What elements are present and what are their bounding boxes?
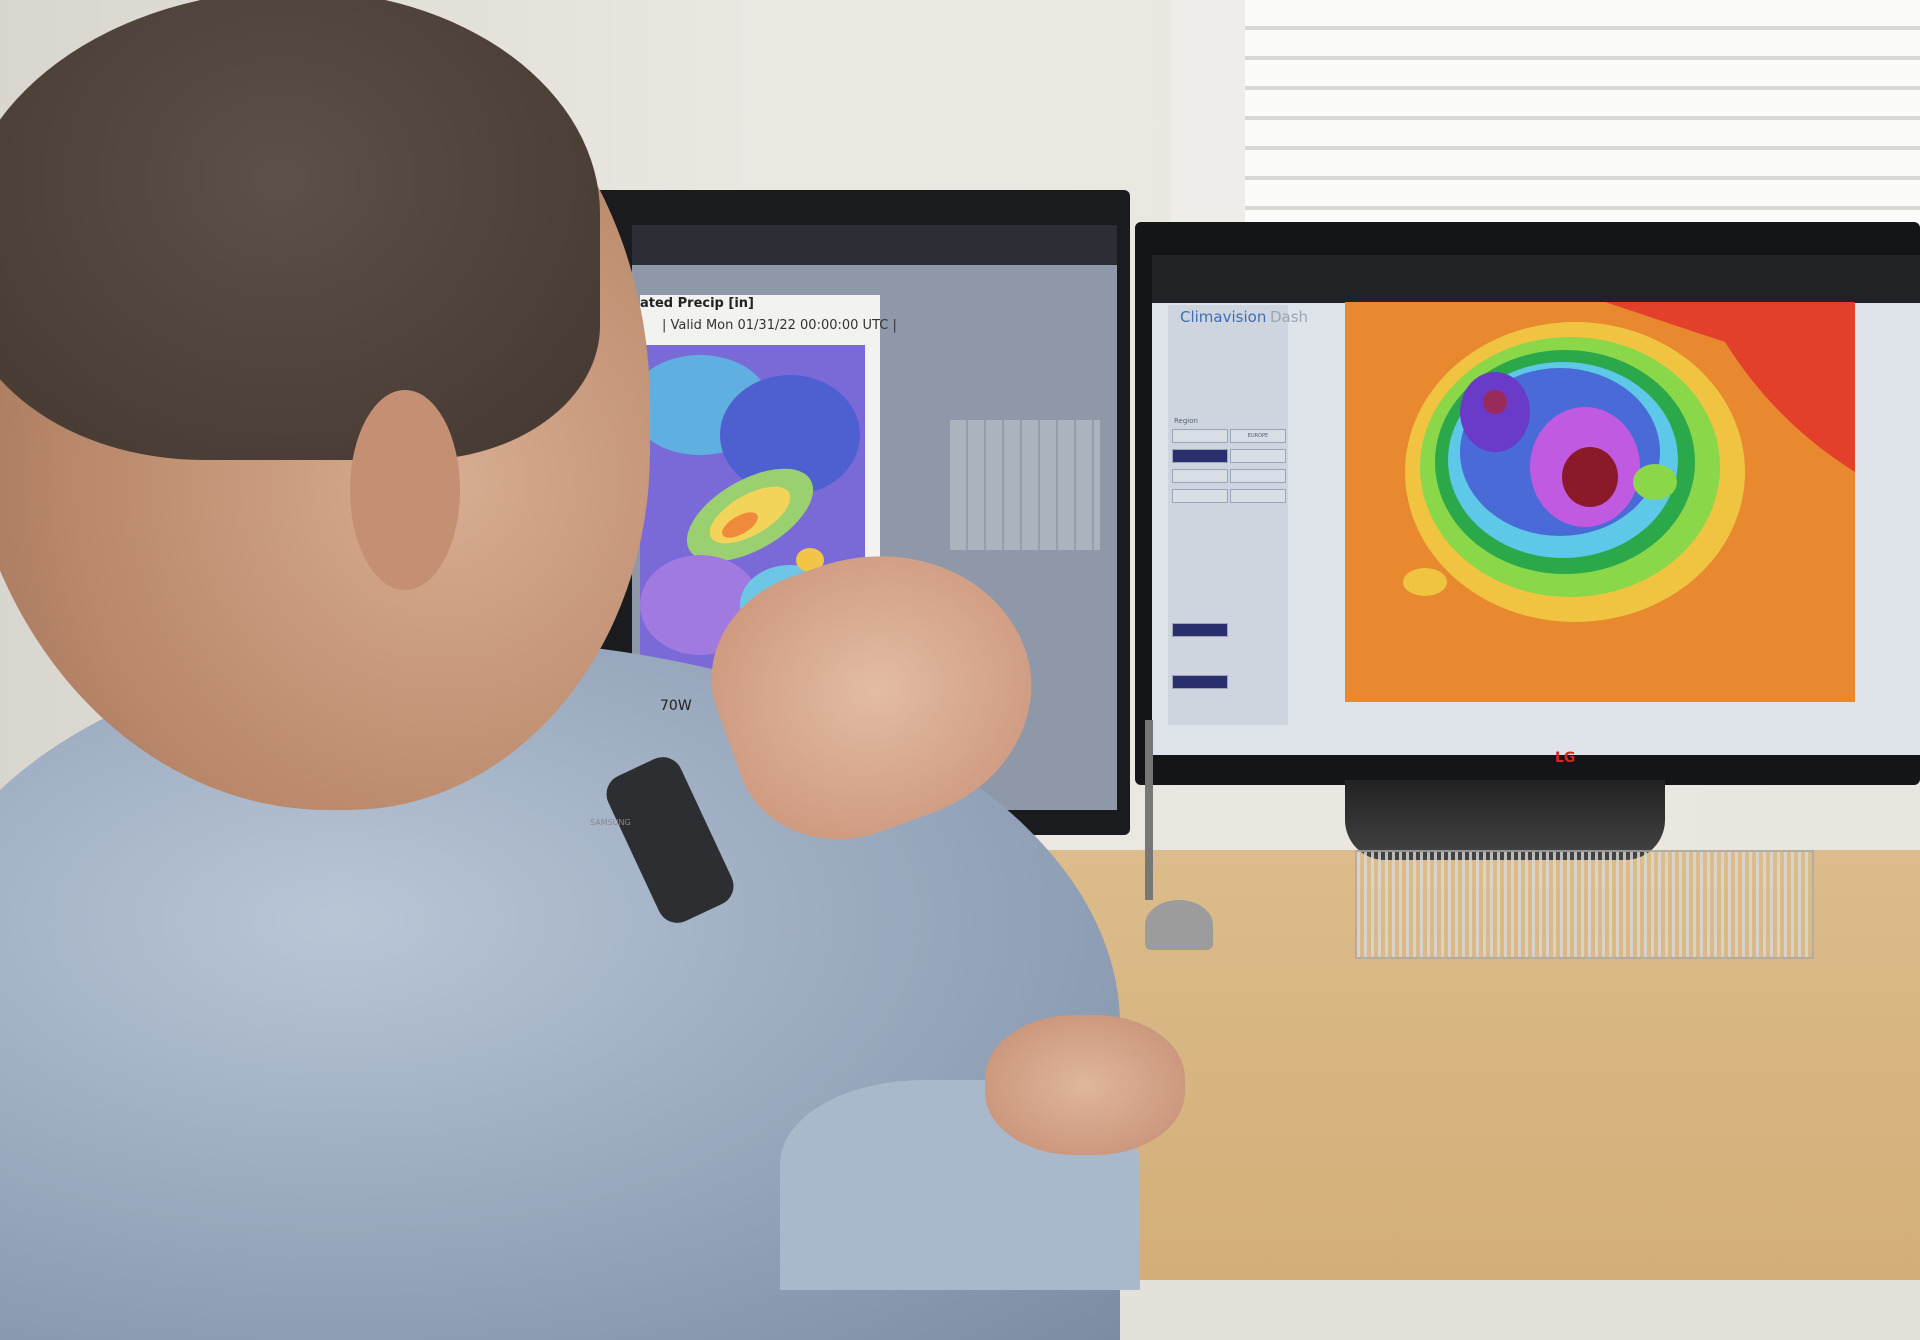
pen-holder: [1145, 900, 1213, 950]
browser-tab-bar: [632, 225, 1117, 265]
app-section-label: Dash: [1270, 308, 1309, 326]
monitor-stand: [1345, 780, 1665, 860]
warm-anomaly-region: [1605, 302, 1855, 472]
region-button-selected[interactable]: [1172, 449, 1228, 463]
precip-blob: [722, 512, 758, 538]
person-ear: [350, 390, 460, 590]
region-button[interactable]: [1230, 489, 1286, 503]
cold-anomaly-core: [1562, 447, 1618, 507]
precip-blob: [720, 375, 860, 495]
anomaly-contour: [1633, 464, 1677, 500]
map-title: ated Precip [in]: [640, 296, 754, 311]
stylus-pen: [1145, 720, 1153, 900]
x-axis-label: 70W: [660, 698, 692, 714]
region-button[interactable]: [1230, 469, 1286, 483]
cycle-button-selected[interactable]: [1172, 623, 1228, 637]
mesh-monitor-riser: [1355, 850, 1814, 959]
region-heading: Region: [1174, 417, 1198, 425]
browser-chrome: [1152, 255, 1920, 303]
anomaly-contour: [1403, 568, 1447, 596]
temperature-anomaly-map: [1345, 302, 1855, 702]
region-button[interactable]: [1172, 429, 1228, 443]
hand-on-desk: [985, 1015, 1185, 1155]
monitor-brand-logo: SAMSUNG: [590, 818, 631, 827]
map-valid-time: | Valid Mon 01/31/22 00:00:00 UTC |: [662, 318, 897, 333]
window-blinds: [1245, 0, 1920, 230]
region-button[interactable]: [1172, 469, 1228, 483]
precip-blob: [796, 548, 824, 572]
region-button[interactable]: [1172, 489, 1228, 503]
window-frame: [1170, 0, 1250, 230]
cold-anomaly-core: [1483, 390, 1507, 414]
region-button[interactable]: [1230, 449, 1286, 463]
region-button-europe[interactable]: EUROPE: [1230, 429, 1286, 443]
variable-button-selected[interactable]: [1172, 675, 1228, 689]
dashboard-sidebar: Region EUROPE: [1168, 305, 1288, 725]
person-hair: [0, 0, 600, 460]
monitor-brand-logo: LG: [1555, 750, 1576, 766]
forecast-grid-table: [950, 420, 1100, 550]
climavision-logo[interactable]: Climavision: [1180, 308, 1267, 326]
